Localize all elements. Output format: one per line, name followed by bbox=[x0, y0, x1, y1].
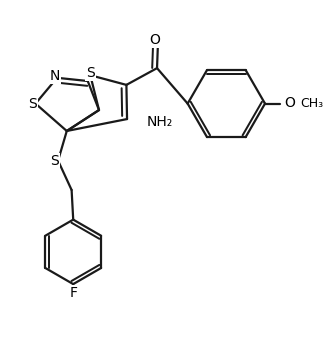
Text: O: O bbox=[285, 96, 295, 110]
Text: S: S bbox=[28, 97, 37, 111]
Text: N: N bbox=[49, 69, 60, 83]
Text: NH₂: NH₂ bbox=[146, 115, 173, 129]
Text: F: F bbox=[69, 286, 77, 300]
Text: O: O bbox=[149, 33, 160, 47]
Text: S: S bbox=[50, 154, 59, 168]
Text: CH₃: CH₃ bbox=[300, 97, 324, 110]
Text: S: S bbox=[86, 66, 95, 80]
